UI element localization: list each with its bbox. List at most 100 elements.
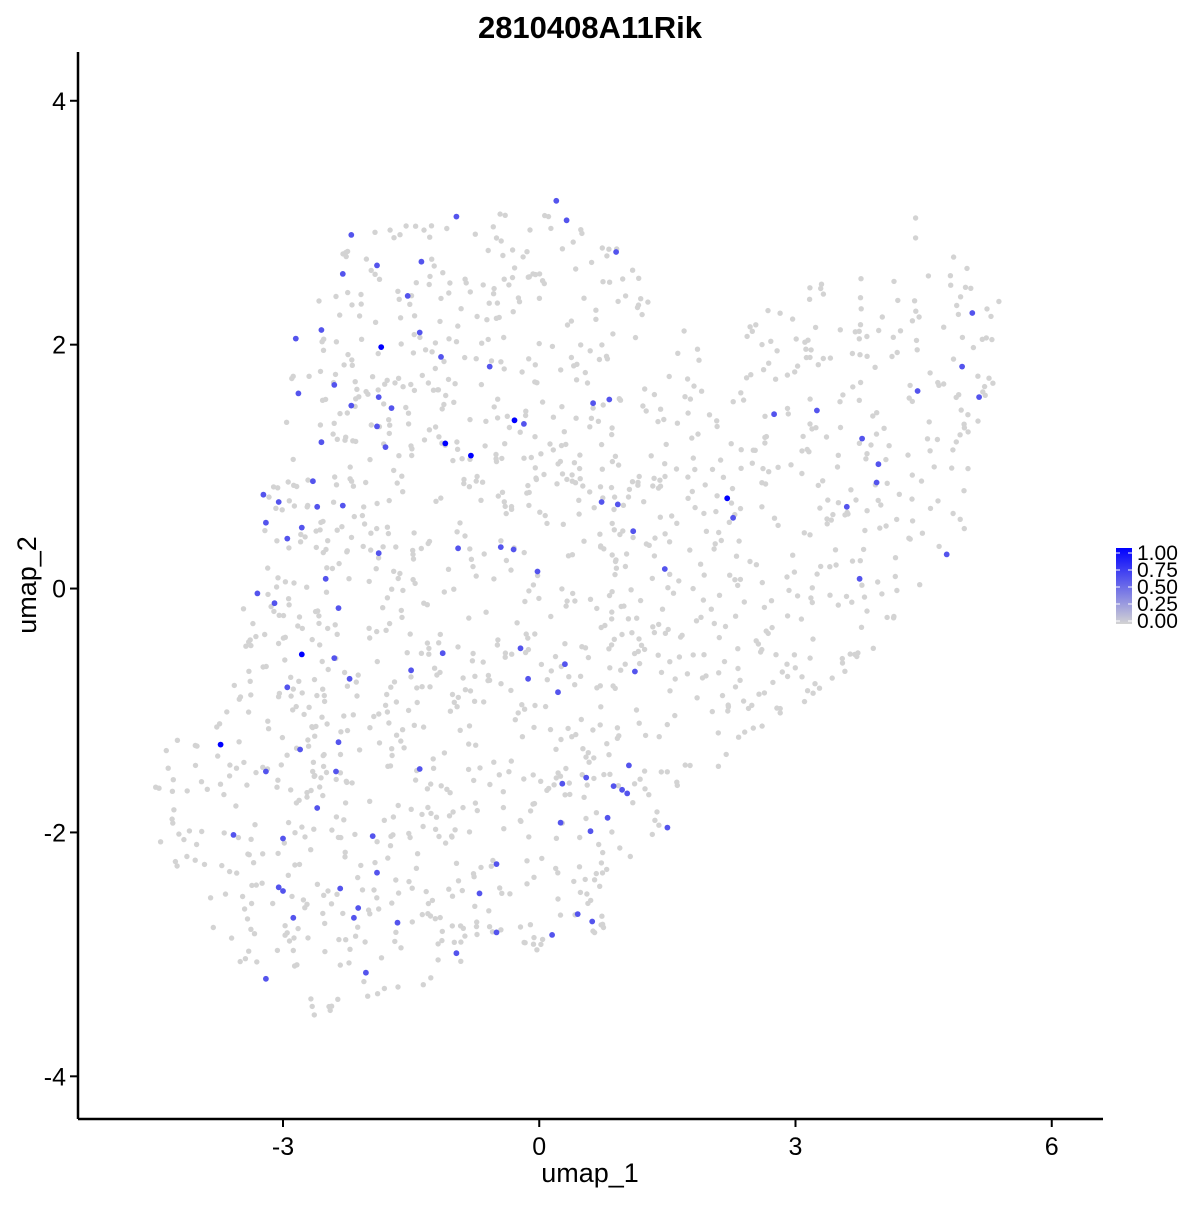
- background-point: [664, 721, 670, 728]
- background-point: [279, 507, 285, 513]
- background-point: [446, 336, 452, 342]
- background-point: [538, 451, 544, 457]
- background-point: [293, 703, 299, 710]
- background-point: [735, 582, 741, 589]
- background-point: [395, 375, 402, 381]
- background-point: [284, 930, 290, 936]
- expressed-point: [331, 382, 338, 388]
- legend-label: 0.75: [1137, 559, 1178, 582]
- background-point: [581, 794, 587, 800]
- background-point: [652, 817, 658, 823]
- background-point: [627, 853, 633, 860]
- background-point: [736, 538, 742, 544]
- background-point: [950, 447, 956, 453]
- background-point: [381, 817, 387, 823]
- background-point: [762, 481, 769, 487]
- background-point: [397, 570, 403, 577]
- background-point: [418, 650, 425, 656]
- background-point: [988, 313, 994, 320]
- background-point: [240, 606, 247, 612]
- background-point: [957, 432, 963, 438]
- background-point: [506, 769, 512, 775]
- background-point: [749, 328, 755, 334]
- background-point: [216, 721, 223, 727]
- background-point: [530, 582, 537, 588]
- background-point: [530, 941, 537, 947]
- background-point: [441, 589, 447, 595]
- background-point: [374, 525, 380, 532]
- background-point: [807, 421, 813, 427]
- background-point: [341, 817, 347, 823]
- background-point: [248, 836, 254, 842]
- background-point: [528, 454, 534, 461]
- background-point: [519, 369, 525, 375]
- background-point: [320, 686, 326, 692]
- expressed-point: [661, 566, 668, 572]
- background-point: [311, 676, 318, 683]
- background-point: [329, 827, 335, 833]
- expressed-point: [632, 668, 638, 675]
- background-point: [285, 819, 292, 826]
- background-point: [608, 484, 615, 491]
- background-point: [295, 623, 301, 629]
- background-point: [343, 937, 349, 943]
- background-point: [411, 530, 417, 536]
- background-point: [824, 516, 830, 522]
- background-point: [674, 520, 680, 526]
- background-point: [274, 947, 281, 954]
- background-point: [265, 565, 271, 571]
- background-point: [314, 881, 321, 887]
- background-point: [949, 465, 955, 471]
- background-point: [330, 499, 337, 505]
- background-point: [320, 549, 326, 556]
- background-point: [765, 630, 771, 637]
- background-point: [774, 705, 780, 711]
- background-point: [424, 640, 431, 646]
- background-point: [517, 924, 524, 930]
- background-point: [715, 763, 722, 769]
- background-point: [432, 340, 439, 346]
- background-point: [165, 765, 171, 771]
- background-point: [526, 489, 532, 496]
- background-point: [427, 913, 434, 919]
- background-point: [420, 982, 426, 988]
- background-point: [221, 791, 227, 798]
- background-point: [603, 353, 610, 359]
- background-point: [184, 788, 190, 794]
- background-point: [462, 354, 468, 361]
- background-point: [424, 786, 431, 792]
- background-point: [548, 225, 554, 232]
- background-point: [913, 337, 920, 344]
- background-point: [597, 531, 603, 537]
- background-point: [222, 891, 229, 897]
- background-point: [395, 575, 401, 582]
- background-point: [290, 686, 296, 692]
- background-point: [814, 571, 820, 577]
- background-point: [690, 455, 696, 461]
- background-point: [676, 654, 683, 660]
- background-point: [372, 859, 378, 866]
- background-point: [675, 350, 681, 356]
- background-point: [519, 734, 526, 740]
- background-point: [599, 466, 605, 472]
- background-point: [634, 615, 640, 621]
- background-point: [524, 858, 530, 864]
- background-point: [372, 229, 378, 235]
- background-point: [864, 451, 870, 457]
- background-point: [737, 576, 744, 583]
- background-point: [633, 707, 640, 713]
- background-point: [879, 591, 885, 597]
- background-point: [375, 555, 382, 561]
- background-point: [501, 499, 507, 505]
- background-point: [341, 362, 347, 368]
- background-point: [305, 737, 311, 743]
- expressed-point: [331, 655, 338, 661]
- background-point: [375, 350, 381, 357]
- background-point: [738, 390, 744, 396]
- background-point: [458, 958, 464, 964]
- background-point: [527, 227, 533, 233]
- background-point: [873, 431, 880, 437]
- background-point: [947, 273, 954, 279]
- background-point: [641, 499, 647, 505]
- background-point: [609, 552, 615, 558]
